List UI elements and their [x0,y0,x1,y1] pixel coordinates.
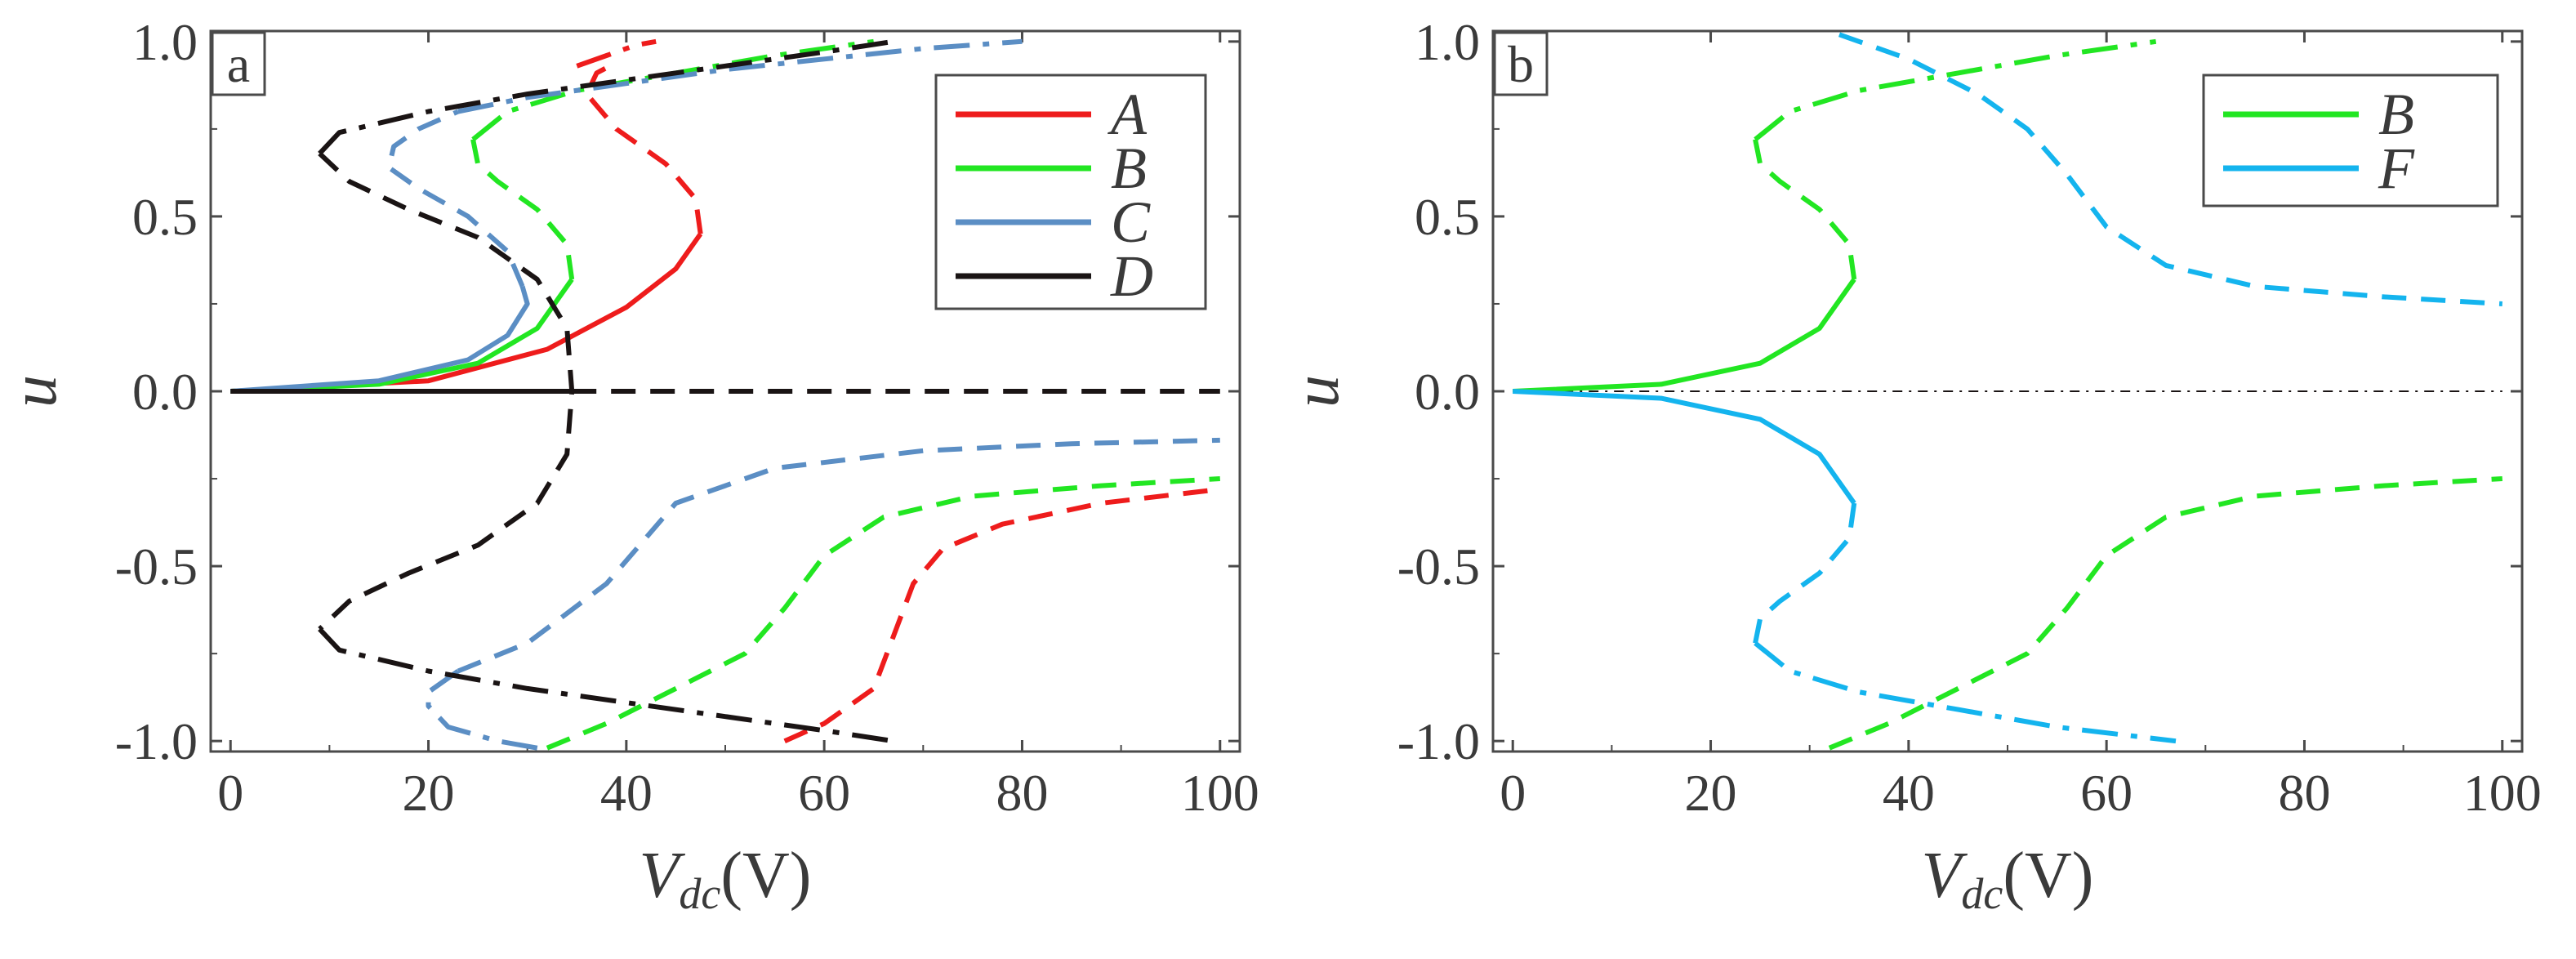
x-tick-label: 80 [996,764,1048,822]
svg-text:a: a [227,35,250,93]
series-line-c-dashed [457,437,1220,674]
panel-label: a [211,31,266,96]
legend-label-d: D [1110,243,1153,309]
chart-panel-b: 0 20 40 60 80 100 1.0 0.5 0.0 -0.5 -1.0 Vdc(V) u b BF [1281,13,2542,918]
y-tick-label: -0.5 [115,537,198,595]
y-tick-label: -1.0 [1397,712,1480,770]
x-axis-title: Vdc(V) [1922,840,2094,918]
series-line-f-dashed [1838,32,2502,306]
y-tick-label: -1.0 [115,712,198,770]
series-line-a-dashed [783,486,1221,743]
legend-label-a: A [1108,82,1148,147]
x-tick-label: 40 [1883,764,1935,822]
chart-panel-a: 0 20 40 60 80 100 1.0 0.5 0.0 -0.5 -1.0 Vdc(V) u a ABC… [0,13,1259,918]
svg-text:b: b [1508,35,1534,93]
y-tick-label: 0.5 [1415,188,1480,246]
x-tick-label: 100 [2463,764,2542,822]
series-line-c-dashed [386,109,525,288]
series-line-b-dashed [470,139,575,280]
series-line-b-dashdot [471,38,875,142]
series-line-b-dashed [546,476,1220,751]
series-line-b-solid [1513,278,1856,394]
series-line-f-dashed [1753,502,1857,644]
y-tick-label: 0.0 [132,363,198,421]
panel-label: b [1493,31,1549,96]
y-tick-label: 1.0 [1415,13,1480,71]
x-axis-title: Vdc(V) [640,840,812,918]
series-line-d-dashdot [318,38,894,155]
series-line-c-dashdot [457,38,1023,114]
series-line-c-solid [230,285,530,394]
x-tick-label: 0 [217,764,243,822]
legend: BF [2202,74,2499,207]
series-line-a-dashed [584,60,703,234]
legend-label-c: C [1111,190,1151,255]
y-axis-title: u [1281,375,1353,408]
x-tick-label: 20 [1685,764,1737,822]
x-tick-label: 60 [798,764,850,822]
legend-label-b: B [2378,82,2414,147]
series-line-b-dashed [1828,476,2502,751]
x-tick-label: 40 [600,764,653,822]
y-tick-label: -0.5 [1397,537,1480,595]
series-line-c-dashdot [426,669,538,751]
series-line-d-dashed [318,151,575,631]
x-tick-label: 80 [2278,764,2330,822]
series-line-f-solid [1513,389,1856,505]
x-tick-label: 20 [403,764,455,822]
x-tick-label: 0 [1500,764,1526,822]
legend-label-f: F [2378,136,2415,201]
y-axis-title: u [0,375,70,408]
series-line-b-dashed [1753,139,1857,280]
y-tick-label: 1.0 [132,13,198,71]
series-line-f-dashdot [1754,640,2177,744]
x-tick-label: 60 [2080,764,2133,822]
y-tick-label: 0.0 [1415,363,1480,421]
x-tick-label: 100 [1181,764,1259,822]
legend-box [2202,74,2499,207]
y-tick-label: 0.5 [132,188,198,246]
series-line-a-dashdot [576,38,657,69]
series-line-b-dashdot [1754,38,2157,142]
legend-label-b: B [1111,136,1147,201]
series-line-d-dashdot [318,627,894,744]
